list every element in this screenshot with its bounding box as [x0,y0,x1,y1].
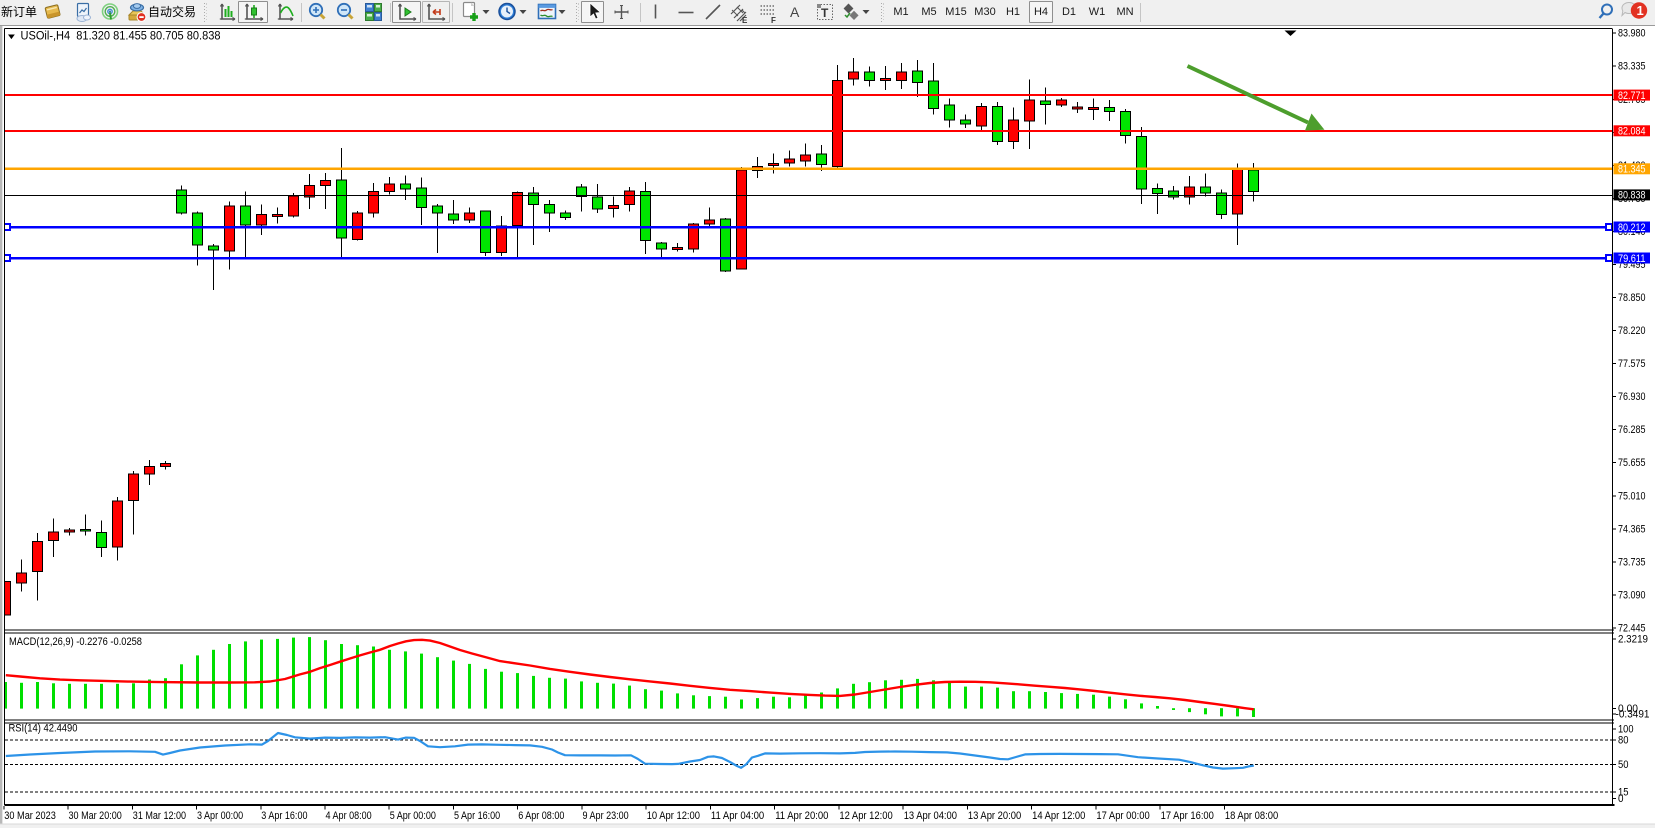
svg-text:2.3219: 2.3219 [1618,634,1648,646]
svg-text:82.084: 82.084 [1618,126,1646,138]
svg-text:74.365: 74.365 [1618,523,1646,535]
svg-text:13 Apr 04:00: 13 Apr 04:00 [904,810,957,822]
svg-text:11 Apr 04:00: 11 Apr 04:00 [711,810,764,822]
svg-text:4 Apr 08:00: 4 Apr 08:00 [326,810,372,822]
svg-text:30 Mar 2023: 30 Mar 2023 [4,810,56,822]
svg-text:RSI(14) 42.4490: RSI(14) 42.4490 [9,723,78,735]
svg-text:30 Mar 20:00: 30 Mar 20:00 [69,810,122,822]
svg-text:82.771: 82.771 [1618,90,1646,102]
svg-text:80: 80 [1618,735,1629,747]
svg-text:81.345: 81.345 [1618,164,1646,176]
svg-text:73.735: 73.735 [1618,556,1646,568]
svg-text:80.838: 80.838 [1618,190,1646,202]
svg-text:76.285: 76.285 [1618,424,1646,436]
svg-text:83.335: 83.335 [1618,61,1646,73]
svg-text:31 Mar 12:00: 31 Mar 12:00 [133,810,186,822]
svg-text:17 Apr 00:00: 17 Apr 00:00 [1096,810,1149,822]
svg-text:6 Apr 08:00: 6 Apr 08:00 [518,810,564,822]
svg-text:1: 1 [1637,3,1644,18]
svg-text:13 Apr 20:00: 13 Apr 20:00 [968,810,1021,822]
svg-text:80.212: 80.212 [1618,222,1646,234]
svg-text:0.00: 0.00 [1618,703,1638,715]
svg-text:17 Apr 16:00: 17 Apr 16:00 [1161,810,1214,822]
svg-text:T: T [821,6,829,20]
svg-text:5 Apr 00:00: 5 Apr 00:00 [390,810,436,822]
svg-text:100: 100 [1618,724,1634,736]
svg-text:79.611: 79.611 [1618,253,1646,265]
svg-text:F: F [771,16,776,25]
svg-text:9 Apr 23:00: 9 Apr 23:00 [583,810,629,822]
svg-text:11 Apr 20:00: 11 Apr 20:00 [775,810,828,822]
svg-text:75.655: 75.655 [1618,457,1646,469]
svg-text:83.980: 83.980 [1618,28,1646,40]
svg-text:0: 0 [1618,793,1624,805]
svg-text:3 Apr 00:00: 3 Apr 00:00 [197,810,243,822]
svg-text:14 Apr 12:00: 14 Apr 12:00 [1032,810,1085,822]
svg-text:USOil-,H4 81.320 81.455 80.70: USOil-,H4 81.320 81.455 80.705 80.838 [21,31,221,43]
svg-text:12 Apr 12:00: 12 Apr 12:00 [839,810,892,822]
svg-text:50: 50 [1618,759,1629,771]
svg-text:76.930: 76.930 [1618,391,1646,403]
svg-text:3 Apr 16:00: 3 Apr 16:00 [261,810,307,822]
svg-text:73.090: 73.090 [1618,589,1646,601]
svg-text:E: E [742,16,748,25]
svg-text:75.010: 75.010 [1618,490,1646,502]
svg-text:78.220: 78.220 [1618,325,1646,337]
svg-text:72.445: 72.445 [1618,622,1646,634]
svg-text:5 Apr 16:00: 5 Apr 16:00 [454,810,500,822]
svg-text:10 Apr 12:00: 10 Apr 12:00 [647,810,700,822]
svg-text:MACD(12,26,9) -0.2276 -0.0258: MACD(12,26,9) -0.2276 -0.0258 [9,636,142,648]
svg-text:77.575: 77.575 [1618,358,1646,370]
svg-text:-0.3491: -0.3491 [1616,708,1650,720]
svg-text:15: 15 [1618,787,1629,799]
svg-text:18 Apr 08:00: 18 Apr 08:00 [1225,810,1278,822]
svg-text:78.850: 78.850 [1618,292,1646,304]
